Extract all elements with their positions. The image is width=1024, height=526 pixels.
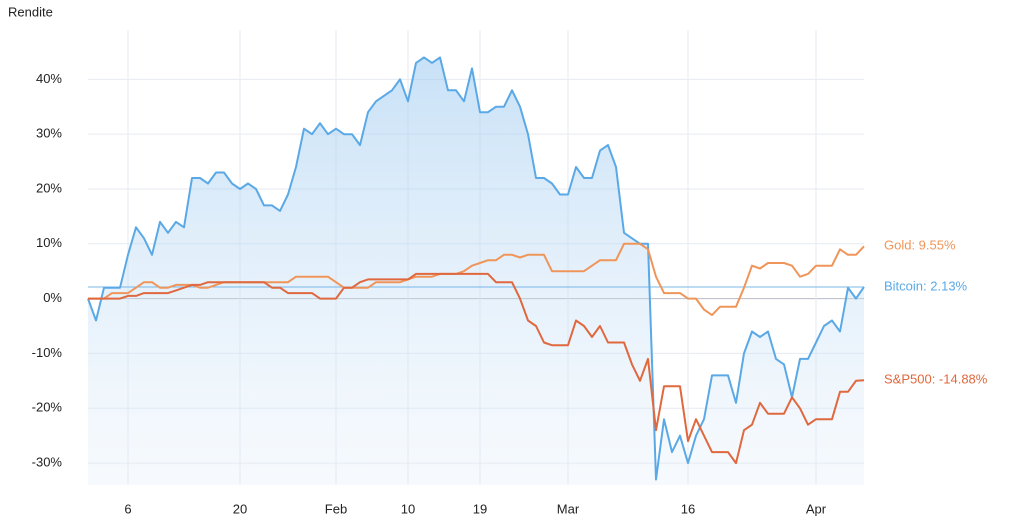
x-tick-label: 6 bbox=[124, 501, 131, 516]
x-tick-label: 20 bbox=[233, 501, 247, 516]
line bbox=[88, 242, 865, 317]
line bbox=[87, 56, 865, 481]
y-tick-label: 40% bbox=[36, 71, 62, 86]
x-tick-label: 19 bbox=[473, 501, 487, 516]
end-label: Gold: 9.55% bbox=[884, 238, 956, 253]
y-tick-label: -10% bbox=[32, 345, 63, 360]
y-axis-label: Rendite bbox=[8, 4, 53, 19]
end-label: Bitcoin: 2.13% bbox=[884, 278, 968, 293]
y-tick-label: -20% bbox=[32, 400, 63, 415]
line bbox=[88, 272, 865, 465]
x-tick-label: 16 bbox=[681, 501, 695, 516]
y-tick-label: 10% bbox=[36, 235, 62, 250]
area bbox=[88, 57, 864, 486]
y-tick-label: -30% bbox=[32, 455, 63, 470]
end-label: S&P500: -14.88% bbox=[884, 372, 988, 387]
x-tick-label: Apr bbox=[806, 501, 827, 516]
y-tick-label: 0% bbox=[43, 290, 62, 305]
x-tick-label: Mar bbox=[557, 501, 580, 516]
x-tick-label: 10 bbox=[401, 501, 415, 516]
y-tick-label: 30% bbox=[36, 126, 62, 141]
y-tick-label: 20% bbox=[36, 180, 62, 195]
x-tick-label: Feb bbox=[325, 501, 347, 516]
